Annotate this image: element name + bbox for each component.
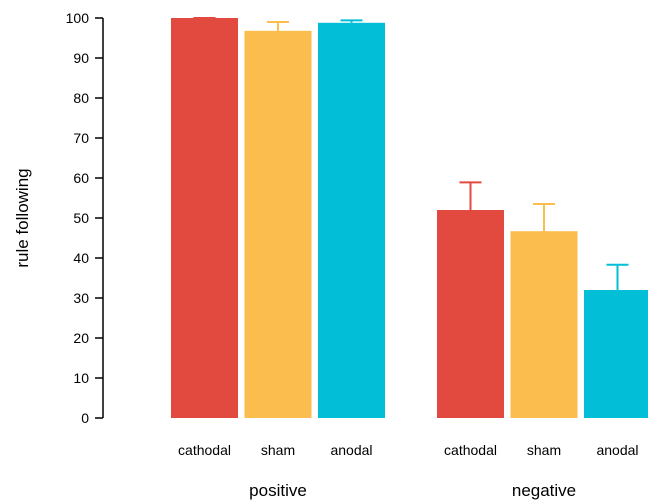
category-labels: cathodal sham anodal positive cathodal sham an… (178, 442, 638, 500)
y-tick-label: 10 (73, 370, 89, 386)
y-tick-label: 70 (73, 130, 89, 146)
bar-positive-anodal (318, 22, 385, 419)
y-tick-label: 90 (73, 50, 89, 66)
bar-negative-cathodal (437, 210, 504, 418)
y-tick-label: 60 (73, 170, 89, 186)
y-tick-label: 40 (73, 250, 89, 266)
y-tick-label: 80 (73, 90, 89, 106)
y-tick-label: 100 (66, 10, 90, 26)
y-tick-label: 0 (81, 410, 89, 426)
y-axis: 0 10 20 30 40 50 60 70 80 90 100 (66, 10, 104, 426)
y-tick-label: 20 (73, 330, 89, 346)
y-axis-title: rule following (13, 168, 32, 267)
category-label: cathodal (444, 442, 497, 458)
bar-negative-sham (510, 231, 578, 418)
bar-positive-cathodal (171, 18, 238, 418)
category-label: cathodal (178, 442, 231, 458)
group-label: negative (512, 481, 576, 500)
category-label: anodal (330, 442, 372, 458)
y-tick-label: 30 (73, 290, 89, 306)
group-label: positive (249, 481, 307, 500)
bars (171, 17, 648, 419)
category-label: sham (261, 442, 295, 458)
category-label: anodal (596, 442, 638, 458)
bar-negative-anodal (584, 290, 648, 418)
bar-positive-sham (244, 30, 312, 419)
category-label: sham (527, 442, 561, 458)
y-tick-label: 50 (73, 210, 89, 226)
